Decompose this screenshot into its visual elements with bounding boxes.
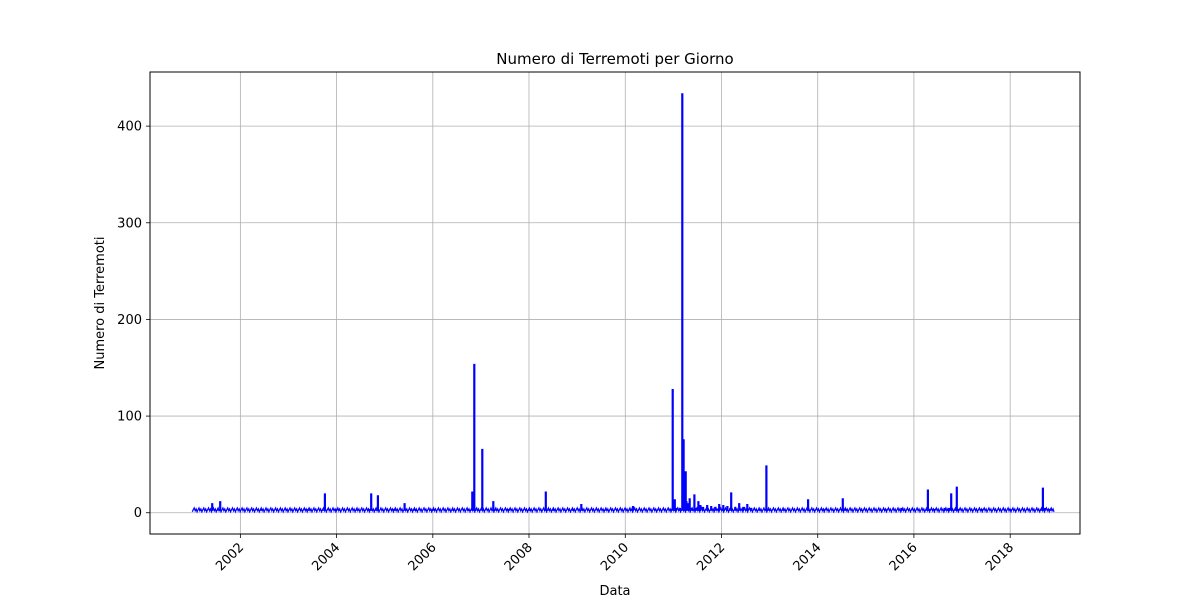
chart-title: Numero di Terremoti per Giorno: [496, 50, 733, 68]
y-tick-label: 200: [117, 313, 142, 328]
series-baseline: [191, 506, 1055, 514]
axes-frame: [149, 71, 1081, 535]
y-tick-label: 100: [117, 410, 142, 425]
x-axis-label: Data: [599, 584, 630, 599]
y-tick-label: 0: [134, 506, 142, 521]
y-tick-label: 300: [117, 216, 142, 231]
plot-area: [191, 93, 1055, 514]
y-axis-label: Numero di Terremoti: [93, 237, 108, 370]
y-tick-label: 400: [117, 120, 142, 135]
series-line-0: [199, 93, 1052, 511]
